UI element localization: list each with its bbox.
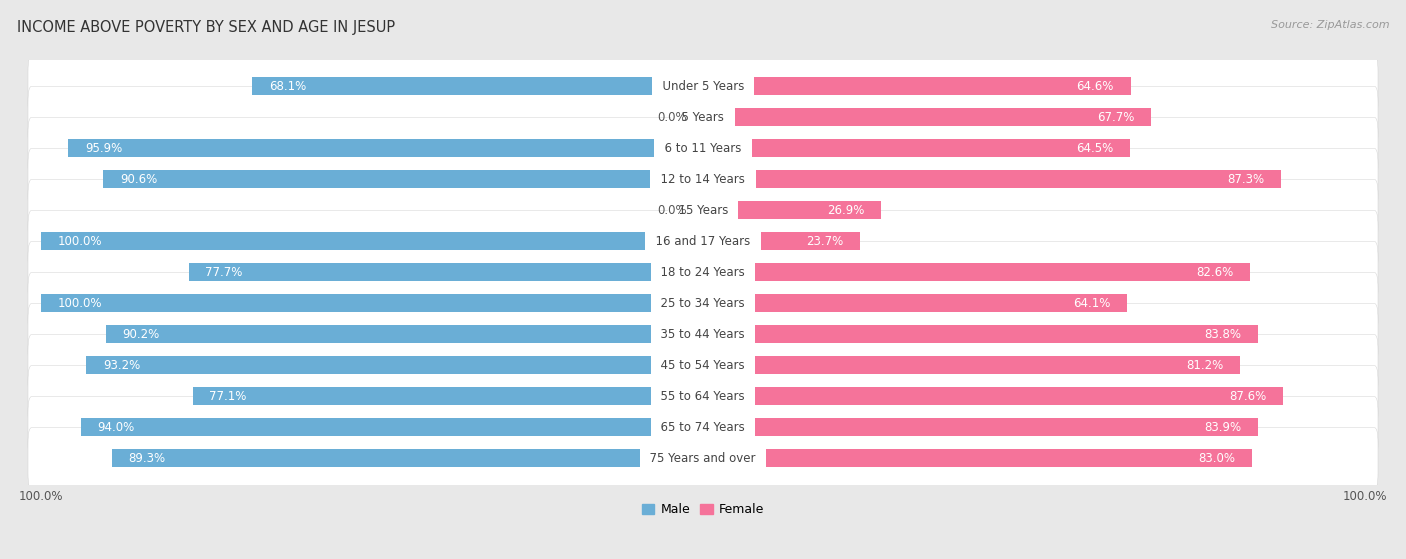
Text: 18 to 24 Years: 18 to 24 Years <box>654 266 752 279</box>
Text: 25 to 34 Years: 25 to 34 Years <box>654 297 752 310</box>
Bar <box>703 108 1152 126</box>
Bar <box>703 139 1130 157</box>
Text: 100.0%: 100.0% <box>58 297 103 310</box>
Text: 77.1%: 77.1% <box>209 390 246 403</box>
Text: 89.3%: 89.3% <box>128 452 166 465</box>
Text: Under 5 Years: Under 5 Years <box>655 79 751 93</box>
Text: INCOME ABOVE POVERTY BY SEX AND AGE IN JESUP: INCOME ABOVE POVERTY BY SEX AND AGE IN J… <box>17 20 395 35</box>
Legend: Male, Female: Male, Female <box>637 498 769 521</box>
Text: 83.0%: 83.0% <box>1199 452 1236 465</box>
Text: 55 to 64 Years: 55 to 64 Years <box>654 390 752 403</box>
Bar <box>69 139 703 157</box>
Bar <box>703 387 1282 405</box>
FancyBboxPatch shape <box>28 428 1378 489</box>
Text: 35 to 44 Years: 35 to 44 Years <box>654 328 752 341</box>
Text: 87.6%: 87.6% <box>1229 390 1267 403</box>
Text: 83.8%: 83.8% <box>1204 328 1241 341</box>
Bar <box>703 449 1253 467</box>
Bar <box>86 357 703 375</box>
FancyBboxPatch shape <box>28 335 1378 396</box>
Text: 82.6%: 82.6% <box>1197 266 1233 279</box>
Text: 90.6%: 90.6% <box>120 173 157 186</box>
Text: 0.0%: 0.0% <box>657 203 686 217</box>
Text: 26.9%: 26.9% <box>827 203 865 217</box>
Text: 6 to 11 Years: 6 to 11 Years <box>657 141 749 155</box>
Text: 75 Years and over: 75 Years and over <box>643 452 763 465</box>
Text: 23.7%: 23.7% <box>806 235 844 248</box>
Text: 95.9%: 95.9% <box>84 141 122 155</box>
Text: 64.6%: 64.6% <box>1077 79 1114 93</box>
Bar <box>252 77 703 95</box>
FancyBboxPatch shape <box>28 241 1378 303</box>
Bar <box>104 170 703 188</box>
Bar <box>703 295 1128 312</box>
Bar <box>703 170 1281 188</box>
Bar <box>703 325 1257 343</box>
Bar <box>188 263 703 281</box>
Bar <box>703 201 882 219</box>
Text: 83.9%: 83.9% <box>1205 421 1241 434</box>
Text: 5 Years: 5 Years <box>675 111 731 124</box>
Bar <box>105 325 703 343</box>
FancyBboxPatch shape <box>28 55 1378 117</box>
Bar <box>193 387 703 405</box>
Text: 64.5%: 64.5% <box>1076 141 1114 155</box>
FancyBboxPatch shape <box>28 179 1378 241</box>
Bar <box>703 77 1130 95</box>
Text: 93.2%: 93.2% <box>103 359 141 372</box>
Bar <box>703 263 1250 281</box>
Text: 68.1%: 68.1% <box>269 79 307 93</box>
Text: 77.7%: 77.7% <box>205 266 243 279</box>
FancyBboxPatch shape <box>28 304 1378 365</box>
FancyBboxPatch shape <box>28 273 1378 334</box>
FancyBboxPatch shape <box>28 366 1378 427</box>
Bar <box>112 449 703 467</box>
Bar <box>41 232 703 250</box>
Text: 12 to 14 Years: 12 to 14 Years <box>654 173 752 186</box>
Text: Source: ZipAtlas.com: Source: ZipAtlas.com <box>1271 20 1389 30</box>
Text: 90.2%: 90.2% <box>122 328 160 341</box>
Text: 64.1%: 64.1% <box>1073 297 1111 310</box>
Text: 81.2%: 81.2% <box>1187 359 1223 372</box>
Text: 16 and 17 Years: 16 and 17 Years <box>648 235 758 248</box>
FancyBboxPatch shape <box>28 117 1378 179</box>
Bar <box>82 419 703 437</box>
Bar <box>703 419 1258 437</box>
Bar <box>703 357 1240 375</box>
FancyBboxPatch shape <box>28 397 1378 458</box>
FancyBboxPatch shape <box>28 87 1378 148</box>
Text: 45 to 54 Years: 45 to 54 Years <box>654 359 752 372</box>
Text: 100.0%: 100.0% <box>58 235 103 248</box>
Bar <box>41 295 703 312</box>
Text: 87.3%: 87.3% <box>1227 173 1264 186</box>
Text: 67.7%: 67.7% <box>1097 111 1135 124</box>
Text: 0.0%: 0.0% <box>657 111 686 124</box>
Text: 94.0%: 94.0% <box>97 421 135 434</box>
Bar <box>703 232 860 250</box>
FancyBboxPatch shape <box>28 211 1378 272</box>
FancyBboxPatch shape <box>28 149 1378 210</box>
Text: 15 Years: 15 Years <box>671 203 735 217</box>
Text: 65 to 74 Years: 65 to 74 Years <box>654 421 752 434</box>
